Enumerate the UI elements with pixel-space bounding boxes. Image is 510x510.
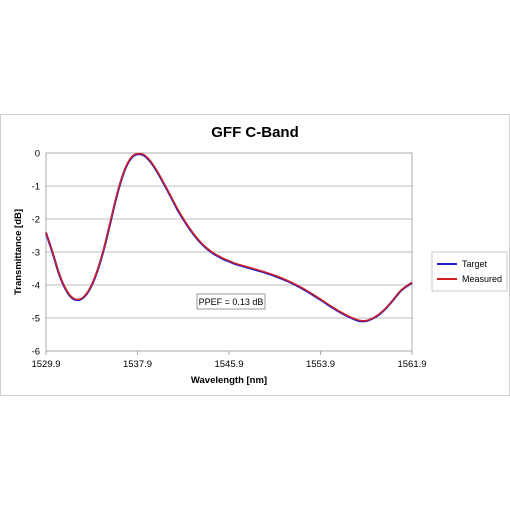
y-tick-label: 0 — [35, 149, 40, 160]
x-tick-label: 1545.9 — [214, 359, 243, 370]
legend-label-measured: Measured — [462, 274, 502, 284]
x-tick-label: 1553.9 — [306, 359, 335, 370]
chart-title: GFF C-Band — [211, 124, 299, 141]
annotation-text: PPEF = 0.13 dB — [199, 297, 264, 307]
y-tick-labels: 0 -1 -2 -3 -4 -5 -6 — [32, 149, 40, 358]
y-tick-label: -5 — [32, 314, 40, 325]
legend-label-target: Target — [462, 259, 488, 269]
x-tick-label: 1529.9 — [31, 359, 60, 370]
legend-box — [431, 251, 508, 292]
chart-svg: GFF C-Band 0 -1 -2 -3 -4 -5 -6 1529.9 1537.9 154… — [13, 124, 508, 386]
series-lines — [44, 152, 413, 323]
chart-frame: GFF C-Band 0 -1 -2 -3 -4 -5 -6 1529.9 1537.9 154… — [0, 114, 510, 396]
x-tick-labels: 1529.9 1537.9 1545.9 1553.9 1561.9 — [31, 351, 427, 370]
y-tick-label: -4 — [32, 281, 40, 292]
x-tick-label: 1561.9 — [397, 359, 426, 370]
series-line-measured — [45, 152, 413, 322]
legend: Target Measured — [431, 251, 508, 292]
y-tick-label: -1 — [32, 182, 40, 193]
x-axis-title: Wavelength [nm] — [191, 375, 267, 386]
y-axis-title: Transmittance [dB] — [13, 209, 24, 295]
y-tick-label: -3 — [32, 248, 40, 259]
y-tick-label: -6 — [32, 347, 40, 358]
annotation-box: PPEF = 0.13 dB — [196, 293, 266, 310]
x-tick-label: 1537.9 — [123, 359, 152, 370]
y-tick-label: -2 — [32, 215, 40, 226]
